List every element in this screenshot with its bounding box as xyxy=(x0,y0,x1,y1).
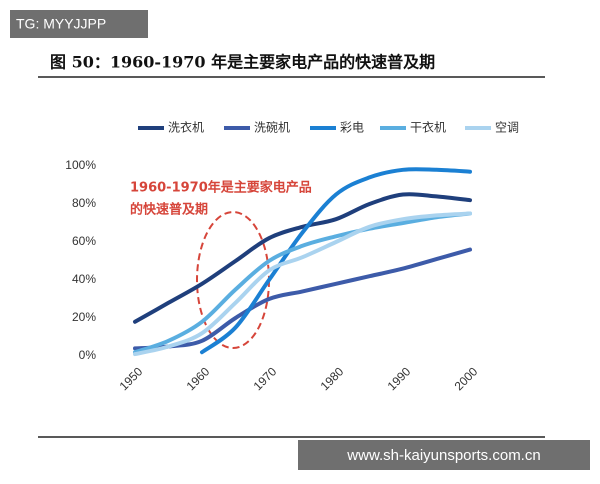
series-line xyxy=(133,192,472,324)
watermark-box xyxy=(298,440,590,470)
annotation: 1960-1970年是主要家电产品 xyxy=(130,180,312,196)
y-tick-label: 0% xyxy=(79,348,97,362)
y-tick-label: 100% xyxy=(65,158,96,172)
x-tick-label: 2000 xyxy=(452,364,481,393)
y-tick-label: 20% xyxy=(72,310,96,324)
x-tick-label: 1960 xyxy=(184,364,213,393)
x-tick-label: 1970 xyxy=(251,364,280,393)
chart-title: 图 50：1960-1970 年是主要家电产品的快速普及期 xyxy=(50,53,435,72)
tag-box xyxy=(10,10,148,38)
legend-label: 彩电 xyxy=(340,121,364,135)
y-tick-label: 60% xyxy=(72,234,96,248)
x-tick-label: 1990 xyxy=(385,364,414,393)
x-tick-label: 1950 xyxy=(117,364,146,393)
annotation: 的快速普及期 xyxy=(130,202,208,218)
legend-label: 空调 xyxy=(495,121,519,135)
tag: TG: MYYJJPP xyxy=(16,16,106,32)
x-tick-label: 1980 xyxy=(318,364,347,393)
series-line xyxy=(133,211,472,355)
series-line xyxy=(200,167,472,355)
watermark: www.sh-kaiyunsports.com.cn xyxy=(346,447,540,464)
y-tick-label: 40% xyxy=(72,272,96,286)
legend-label: 洗碗机 xyxy=(254,120,290,135)
y-tick-label: 80% xyxy=(72,196,96,210)
legend-label: 洗衣机 xyxy=(168,120,204,135)
legend-label: 干衣机 xyxy=(410,120,446,135)
series-line xyxy=(133,211,472,357)
series-line xyxy=(133,247,472,351)
